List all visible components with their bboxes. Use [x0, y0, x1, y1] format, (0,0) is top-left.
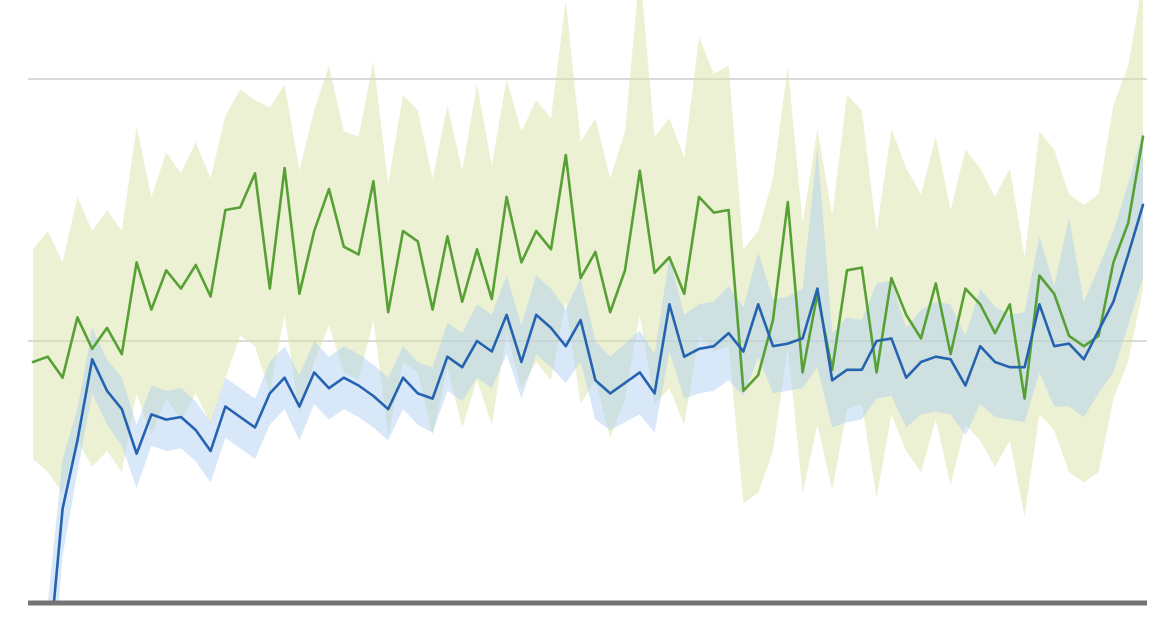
green-series-line: [31, 135, 1145, 400]
blue-series-band: [47, 131, 1143, 603]
blue-series-line: [52, 203, 1145, 603]
green-series-band: [33, 0, 1143, 517]
plot-area: [31, 0, 1145, 603]
